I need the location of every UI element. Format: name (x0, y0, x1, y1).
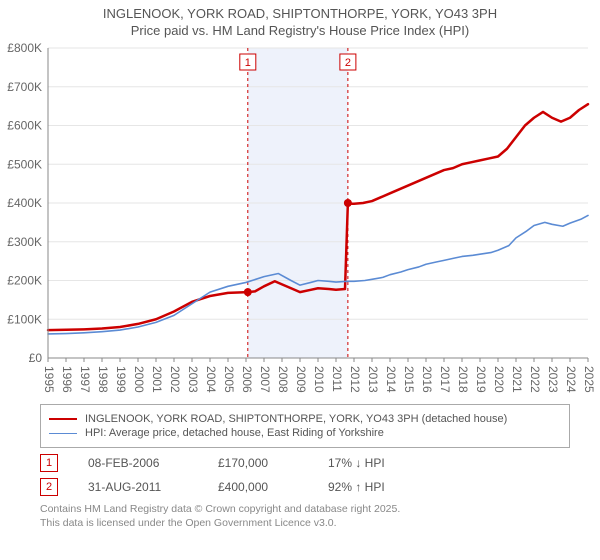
marker-price: £400,000 (218, 480, 298, 494)
x-tick-label: 1995 (42, 366, 56, 393)
x-tick-label: 2021 (510, 366, 524, 393)
marker-delta: 17% ↓ HPI (328, 456, 385, 470)
sale-dot (244, 288, 252, 296)
x-tick-label: 2009 (294, 366, 308, 393)
y-tick-label: £300K (7, 235, 42, 249)
x-tick-label: 2007 (258, 366, 272, 393)
x-tick-label: 2015 (402, 366, 416, 393)
x-tick-label: 2005 (222, 366, 236, 393)
y-tick-label: £200K (7, 274, 42, 288)
marker-date: 08-FEB-2006 (88, 456, 188, 470)
event-badge-label: 2 (345, 57, 351, 69)
marker-delta: 92% ↑ HPI (328, 480, 385, 494)
title-line-2: Price paid vs. HM Land Registry's House … (0, 23, 600, 38)
x-tick-label: 1999 (114, 366, 128, 393)
y-tick-label: £700K (7, 80, 42, 94)
sale-markers-table: 1 08-FEB-2006 £170,000 17% ↓ HPI 2 31-AUG-201… (40, 454, 570, 496)
y-tick-label: £100K (7, 312, 42, 326)
x-tick-label: 2010 (312, 366, 326, 393)
x-tick-label: 2006 (240, 366, 254, 393)
chart-container: £0 £100K £200K £300K £400K £500K £600K £700K £80… (0, 38, 600, 398)
x-tick-label: 2019 (474, 366, 488, 393)
legend-swatch (49, 418, 77, 420)
marker-row: 2 31-AUG-2011 £400,000 92% ↑ HPI (40, 478, 570, 496)
event-badge-label: 1 (245, 57, 251, 69)
x-tick-label: 2016 (420, 366, 434, 393)
attribution-line-2: This data is licensed under the Open Gov… (40, 516, 570, 530)
y-tick-label: £500K (7, 157, 42, 171)
marker-badge: 1 (40, 454, 58, 472)
legend-label: HPI: Average price, detached house, East… (85, 427, 384, 439)
x-tick-label: 2017 (438, 366, 452, 393)
title-line-1: INGLENOOK, YORK ROAD, SHIPTONTHORPE, YOR… (0, 6, 600, 21)
x-tick-label: 2020 (492, 366, 506, 393)
legend-item: INGLENOOK, YORK ROAD, SHIPTONTHORPE, YOR… (49, 413, 561, 425)
y-tick-label: £600K (7, 119, 42, 133)
x-tick-label: 2012 (348, 366, 362, 393)
marker-date: 31-AUG-2011 (88, 480, 188, 494)
price-chart: £0 £100K £200K £300K £400K £500K £600K £700K £80… (0, 38, 600, 398)
x-tick-label: 2013 (366, 366, 380, 393)
y-tick-label: £400K (7, 196, 42, 210)
x-tick-label: 2008 (276, 366, 290, 393)
chart-title-block: INGLENOOK, YORK ROAD, SHIPTONTHORPE, YOR… (0, 0, 600, 38)
x-tick-label: 2018 (456, 366, 470, 393)
attribution: Contains HM Land Registry data © Crown c… (40, 502, 570, 530)
y-tick-label: £0 (29, 351, 43, 365)
legend-label: INGLENOOK, YORK ROAD, SHIPTONTHORPE, YOR… (85, 413, 507, 425)
x-tick-label: 2001 (150, 366, 164, 393)
legend-item: HPI: Average price, detached house, East… (49, 427, 561, 439)
x-tick-label: 2004 (204, 366, 218, 393)
x-tick-label: 2000 (132, 366, 146, 393)
x-tick-label: 1997 (78, 366, 92, 393)
x-tick-label: 2011 (330, 366, 344, 392)
marker-price: £170,000 (218, 456, 298, 470)
legend: INGLENOOK, YORK ROAD, SHIPTONTHORPE, YOR… (40, 404, 570, 448)
x-tick-label: 1996 (60, 366, 74, 393)
attribution-line-1: Contains HM Land Registry data © Crown c… (40, 502, 570, 516)
marker-row: 1 08-FEB-2006 £170,000 17% ↓ HPI (40, 454, 570, 472)
x-tick-label: 2002 (168, 366, 182, 393)
x-tick-label: 2025 (582, 366, 596, 393)
sale-dot (344, 199, 352, 207)
y-tick-label: £800K (7, 41, 42, 55)
legend-swatch (49, 433, 77, 434)
x-tick-label: 2014 (384, 366, 398, 393)
marker-badge: 2 (40, 478, 58, 496)
x-tick-label: 2024 (564, 366, 578, 393)
x-tick-label: 2023 (546, 366, 560, 393)
x-tick-label: 1998 (96, 366, 110, 393)
x-tick-label: 2022 (528, 366, 542, 393)
x-tick-label: 2003 (186, 366, 200, 393)
